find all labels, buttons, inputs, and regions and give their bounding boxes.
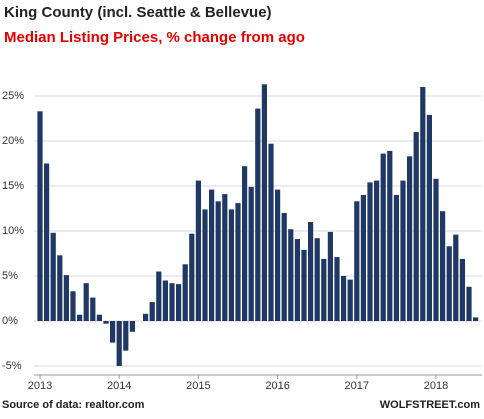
source: Source of data: realtor.com bbox=[2, 399, 145, 411]
bar bbox=[176, 284, 182, 321]
y-tick-label: 10% bbox=[2, 225, 24, 237]
bar bbox=[374, 180, 380, 321]
y-tick-label: -5% bbox=[2, 360, 22, 372]
bar bbox=[195, 180, 201, 321]
bar bbox=[327, 231, 333, 321]
bar bbox=[77, 314, 83, 321]
bar bbox=[96, 314, 102, 321]
bar bbox=[420, 87, 426, 321]
bar bbox=[156, 271, 162, 321]
bar bbox=[426, 114, 432, 322]
bar bbox=[380, 153, 386, 321]
bar bbox=[473, 317, 479, 321]
bar bbox=[446, 246, 452, 321]
bar bbox=[288, 229, 294, 321]
bar bbox=[453, 234, 459, 321]
bar bbox=[248, 186, 254, 321]
bar bbox=[255, 108, 261, 321]
bar bbox=[347, 279, 353, 321]
x-tick-label: 2015 bbox=[186, 380, 210, 392]
bar bbox=[242, 166, 248, 321]
bar bbox=[63, 275, 69, 321]
bar bbox=[407, 156, 413, 321]
bar bbox=[169, 283, 175, 321]
bar bbox=[70, 291, 76, 321]
bar bbox=[294, 239, 300, 321]
bar bbox=[281, 213, 287, 321]
bar bbox=[123, 321, 129, 351]
bar bbox=[202, 209, 208, 321]
bar bbox=[57, 255, 63, 321]
bar bbox=[222, 194, 228, 321]
bar bbox=[433, 178, 439, 321]
y-tick-label: 5% bbox=[2, 270, 18, 282]
bar bbox=[189, 233, 195, 321]
chart-title: King County (incl. Seattle & Bellevue) bbox=[4, 4, 272, 21]
bar bbox=[228, 209, 234, 321]
bar bbox=[116, 321, 122, 366]
bar bbox=[103, 321, 109, 324]
bar bbox=[37, 111, 43, 321]
bar bbox=[83, 283, 89, 321]
bar bbox=[400, 180, 406, 321]
y-tick-label: 0% bbox=[2, 315, 18, 327]
bar bbox=[261, 84, 267, 321]
x-tick-label: 2014 bbox=[107, 380, 131, 392]
bar bbox=[466, 286, 472, 321]
chart-subtitle: Median Listing Prices, % change from ago bbox=[4, 29, 305, 46]
bar bbox=[90, 297, 96, 321]
bar bbox=[387, 150, 393, 321]
x-tick-label: 2018 bbox=[424, 380, 448, 392]
bar bbox=[50, 232, 56, 321]
bar bbox=[393, 195, 399, 321]
bar bbox=[268, 143, 274, 321]
y-tick-label: 20% bbox=[2, 135, 24, 147]
x-tick-label: 2013 bbox=[28, 380, 52, 392]
x-tick-label: 2016 bbox=[265, 380, 289, 392]
bar bbox=[301, 249, 307, 321]
bar bbox=[440, 211, 446, 321]
watermark: WOLFSTREET.com bbox=[380, 399, 480, 411]
bar bbox=[275, 189, 281, 321]
bar bbox=[334, 257, 340, 321]
bar bbox=[321, 258, 327, 321]
bar bbox=[354, 201, 360, 321]
bar bbox=[129, 321, 135, 332]
bar bbox=[308, 222, 314, 321]
bar bbox=[143, 313, 149, 321]
bar bbox=[413, 132, 419, 321]
bar bbox=[459, 258, 465, 321]
bar bbox=[162, 280, 168, 321]
bar bbox=[314, 238, 320, 321]
bar bbox=[182, 264, 188, 321]
bar bbox=[341, 276, 347, 321]
bar bbox=[44, 163, 50, 321]
y-tick-label: 25% bbox=[2, 90, 24, 102]
x-tick-label: 2017 bbox=[345, 380, 369, 392]
bar bbox=[110, 321, 116, 343]
bar bbox=[215, 201, 221, 321]
bar bbox=[149, 302, 155, 321]
y-tick-label: 15% bbox=[2, 180, 24, 192]
bar bbox=[367, 182, 373, 321]
bar bbox=[209, 189, 215, 321]
bar bbox=[235, 203, 241, 321]
bar bbox=[360, 195, 366, 321]
